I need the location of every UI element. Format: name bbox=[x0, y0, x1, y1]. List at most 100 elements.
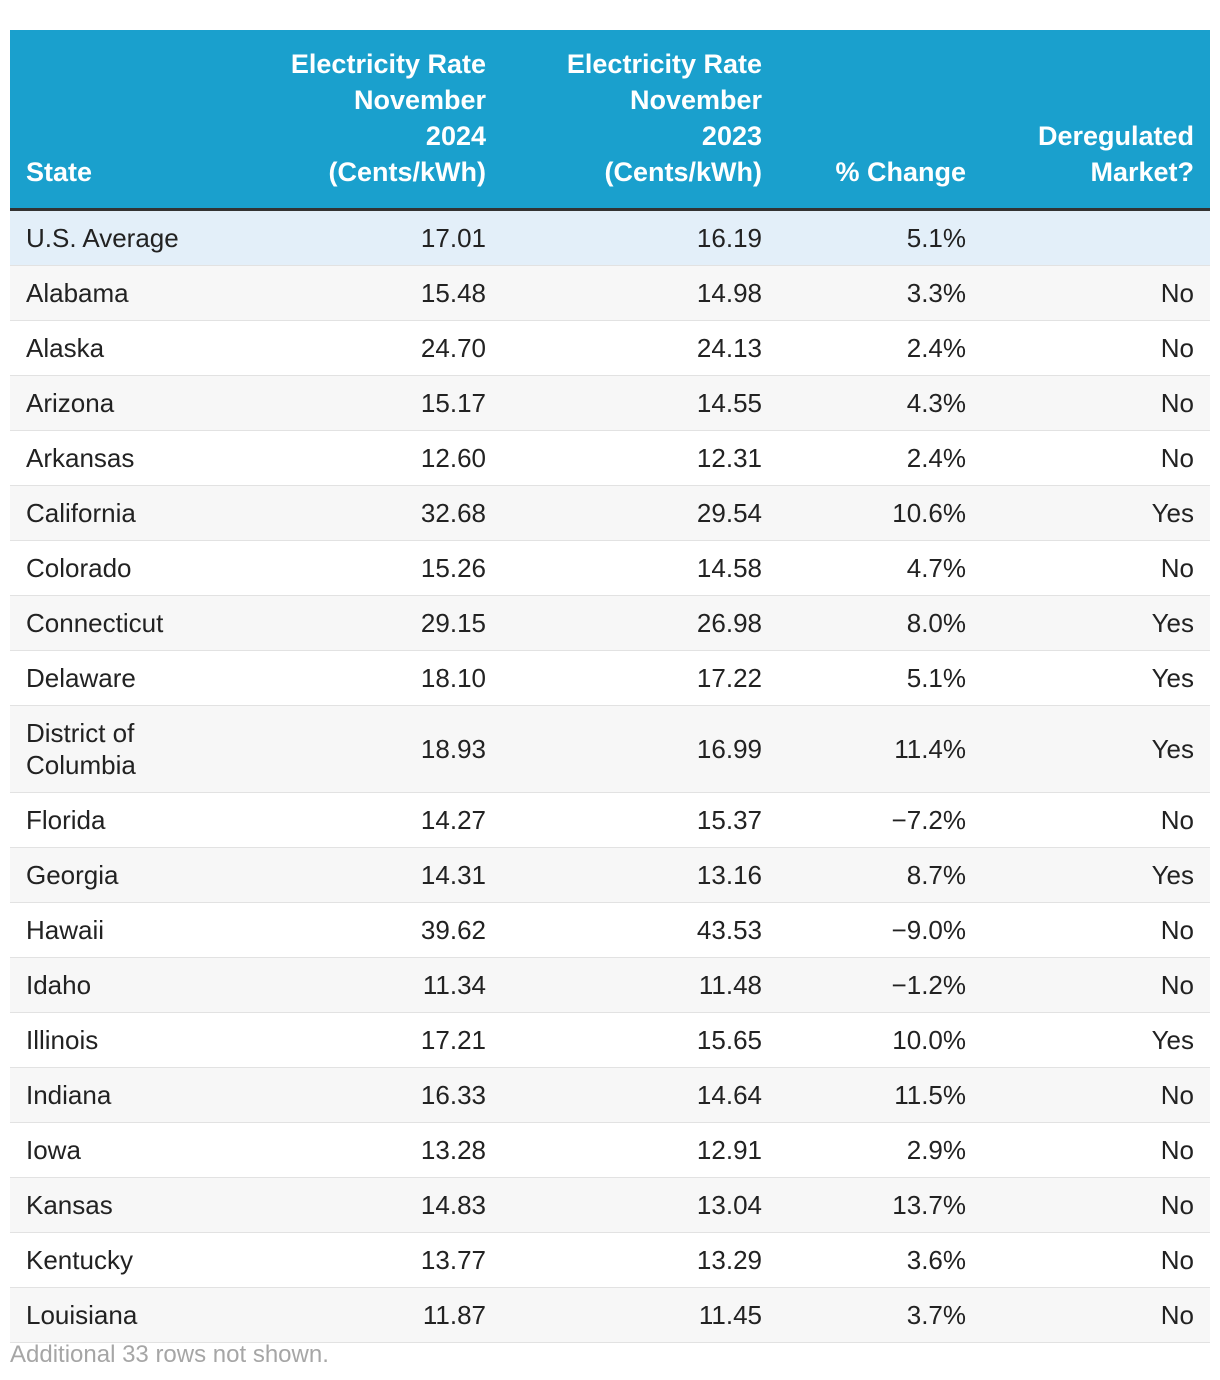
cell-pct-change: 2.9% bbox=[778, 1122, 982, 1178]
table-row: U.S. Average 17.01 16.19 5.1% bbox=[10, 209, 1210, 266]
cell-rate-2024: 12.60 bbox=[230, 430, 502, 486]
cell-deregulated: Yes bbox=[982, 1012, 1210, 1068]
table-body: U.S. Average 17.01 16.19 5.1% Alabama 15.48 14… bbox=[10, 209, 1210, 1343]
cell-deregulated: Yes bbox=[982, 595, 1210, 651]
header-state: State bbox=[10, 30, 230, 210]
cell-rate-2024: 15.48 bbox=[230, 265, 502, 321]
header-rate-2024-line: Electricity Rate bbox=[290, 49, 486, 79]
cell-pct-change: 5.1% bbox=[778, 209, 982, 266]
cell-rate-2023: 15.37 bbox=[502, 792, 778, 848]
electricity-rates-table: State Electricity Rate November 2024 (Cents/… bbox=[10, 30, 1210, 1343]
cell-deregulated: No bbox=[982, 1287, 1210, 1343]
cell-rate-2023: 14.55 bbox=[502, 375, 778, 431]
cell-deregulated: No bbox=[982, 1122, 1210, 1178]
table-row: Alaska 24.70 24.13 2.4% No bbox=[10, 320, 1210, 376]
cell-pct-change: 3.7% bbox=[778, 1287, 982, 1343]
table-row: Connecticut 29.15 26.98 8.0% Yes bbox=[10, 595, 1210, 651]
cell-state: Alabama bbox=[10, 265, 230, 321]
cell-rate-2023: 24.13 bbox=[502, 320, 778, 376]
cell-rate-2023: 11.48 bbox=[502, 957, 778, 1013]
table-row: Alabama 15.48 14.98 3.3% No bbox=[10, 265, 1210, 321]
cell-deregulated: No bbox=[982, 902, 1210, 958]
cell-rate-2024: 24.70 bbox=[230, 320, 502, 376]
cell-state: California bbox=[10, 485, 230, 541]
cell-deregulated: No bbox=[982, 1067, 1210, 1123]
cell-deregulated: No bbox=[982, 540, 1210, 596]
table-row: Florida 14.27 15.37 −7.2% No bbox=[10, 792, 1210, 848]
table-row: Hawaii 39.62 43.53 −9.0% No bbox=[10, 902, 1210, 958]
cell-state: Arizona bbox=[10, 375, 230, 431]
cell-state: Hawaii bbox=[10, 902, 230, 958]
cell-rate-2024: 39.62 bbox=[230, 902, 502, 958]
cell-rate-2024: 15.17 bbox=[230, 375, 502, 431]
cell-rate-2024: 32.68 bbox=[230, 485, 502, 541]
cell-deregulated: No bbox=[982, 1177, 1210, 1233]
cell-deregulated: No bbox=[982, 320, 1210, 376]
table-header: State Electricity Rate November 2024 (Cents/… bbox=[10, 30, 1210, 210]
cell-rate-2023: 14.58 bbox=[502, 540, 778, 596]
cell-rate-2023: 14.98 bbox=[502, 265, 778, 321]
header-rate-2024: Electricity Rate November 2024 (Cents/kWh) bbox=[230, 30, 502, 210]
table-row: District of Columbia 18.93 16.99 11.4% Yes bbox=[10, 705, 1210, 793]
header-rate-2024-line: 2024 bbox=[425, 121, 486, 151]
cell-rate-2024: 11.87 bbox=[230, 1287, 502, 1343]
table-row: Idaho 11.34 11.48 −1.2% No bbox=[10, 957, 1210, 1013]
table-row: California 32.68 29.54 10.6% Yes bbox=[10, 485, 1210, 541]
cell-state: Idaho bbox=[10, 957, 230, 1013]
cell-deregulated bbox=[982, 209, 1210, 266]
cell-rate-2024: 11.34 bbox=[230, 957, 502, 1013]
header-rate-2024-line: November bbox=[353, 85, 486, 115]
cell-state: U.S. Average bbox=[10, 209, 230, 266]
cell-state: Louisiana bbox=[10, 1287, 230, 1343]
cell-pct-change: 2.4% bbox=[778, 430, 982, 486]
cell-deregulated: Yes bbox=[982, 650, 1210, 706]
cell-rate-2023: 13.16 bbox=[502, 847, 778, 903]
cell-rate-2023: 14.64 bbox=[502, 1067, 778, 1123]
cell-pct-change: −7.2% bbox=[778, 792, 982, 848]
table-row: Iowa 13.28 12.91 2.9% No bbox=[10, 1122, 1210, 1178]
cell-rate-2023: 13.29 bbox=[502, 1232, 778, 1288]
cell-deregulated: Yes bbox=[982, 485, 1210, 541]
cell-rate-2024: 14.27 bbox=[230, 792, 502, 848]
header-rate-2023-line: November bbox=[629, 85, 762, 115]
table-row: Kentucky 13.77 13.29 3.6% No bbox=[10, 1232, 1210, 1288]
cell-state-line: Columbia bbox=[26, 750, 136, 780]
cell-state: Delaware bbox=[10, 650, 230, 706]
cell-pct-change: −1.2% bbox=[778, 957, 982, 1013]
cell-state: Georgia bbox=[10, 847, 230, 903]
cell-rate-2023: 13.04 bbox=[502, 1177, 778, 1233]
cell-rate-2024: 13.28 bbox=[230, 1122, 502, 1178]
cell-pct-change: −9.0% bbox=[778, 902, 982, 958]
cell-rate-2024: 18.10 bbox=[230, 650, 502, 706]
cell-pct-change: 11.5% bbox=[778, 1067, 982, 1123]
table-row: Indiana 16.33 14.64 11.5% No bbox=[10, 1067, 1210, 1123]
cell-rate-2024: 17.21 bbox=[230, 1012, 502, 1068]
header-rate-2023-line: Electricity Rate bbox=[566, 49, 762, 79]
cell-state: Kentucky bbox=[10, 1232, 230, 1288]
cell-pct-change: 2.4% bbox=[778, 320, 982, 376]
cell-rate-2023: 12.31 bbox=[502, 430, 778, 486]
cell-rate-2024: 18.93 bbox=[230, 705, 502, 793]
cell-state-line: District of bbox=[26, 718, 135, 748]
header-pct-change: % Change bbox=[778, 30, 982, 210]
cell-deregulated: Yes bbox=[982, 705, 1210, 793]
cell-state: Alaska bbox=[10, 320, 230, 376]
cell-rate-2024: 13.77 bbox=[230, 1232, 502, 1288]
cell-pct-change: 3.6% bbox=[778, 1232, 982, 1288]
cell-rate-2024: 14.31 bbox=[230, 847, 502, 903]
cell-pct-change: 5.1% bbox=[778, 650, 982, 706]
table-row: Georgia 14.31 13.16 8.7% Yes bbox=[10, 847, 1210, 903]
cell-state: Indiana bbox=[10, 1067, 230, 1123]
header-state-line: State bbox=[26, 157, 93, 187]
cell-state: Illinois bbox=[10, 1012, 230, 1068]
cell-rate-2024: 14.83 bbox=[230, 1177, 502, 1233]
cell-state: Florida bbox=[10, 792, 230, 848]
header-rate-2023: Electricity Rate November 2023 (Cents/kWh) bbox=[502, 30, 778, 210]
cell-rate-2023: 11.45 bbox=[502, 1287, 778, 1343]
table-row: Arizona 15.17 14.55 4.3% No bbox=[10, 375, 1210, 431]
cell-deregulated: Yes bbox=[982, 847, 1210, 903]
cell-pct-change: 8.7% bbox=[778, 847, 982, 903]
cell-pct-change: 10.6% bbox=[778, 485, 982, 541]
cell-pct-change: 4.3% bbox=[778, 375, 982, 431]
cell-deregulated: No bbox=[982, 957, 1210, 1013]
